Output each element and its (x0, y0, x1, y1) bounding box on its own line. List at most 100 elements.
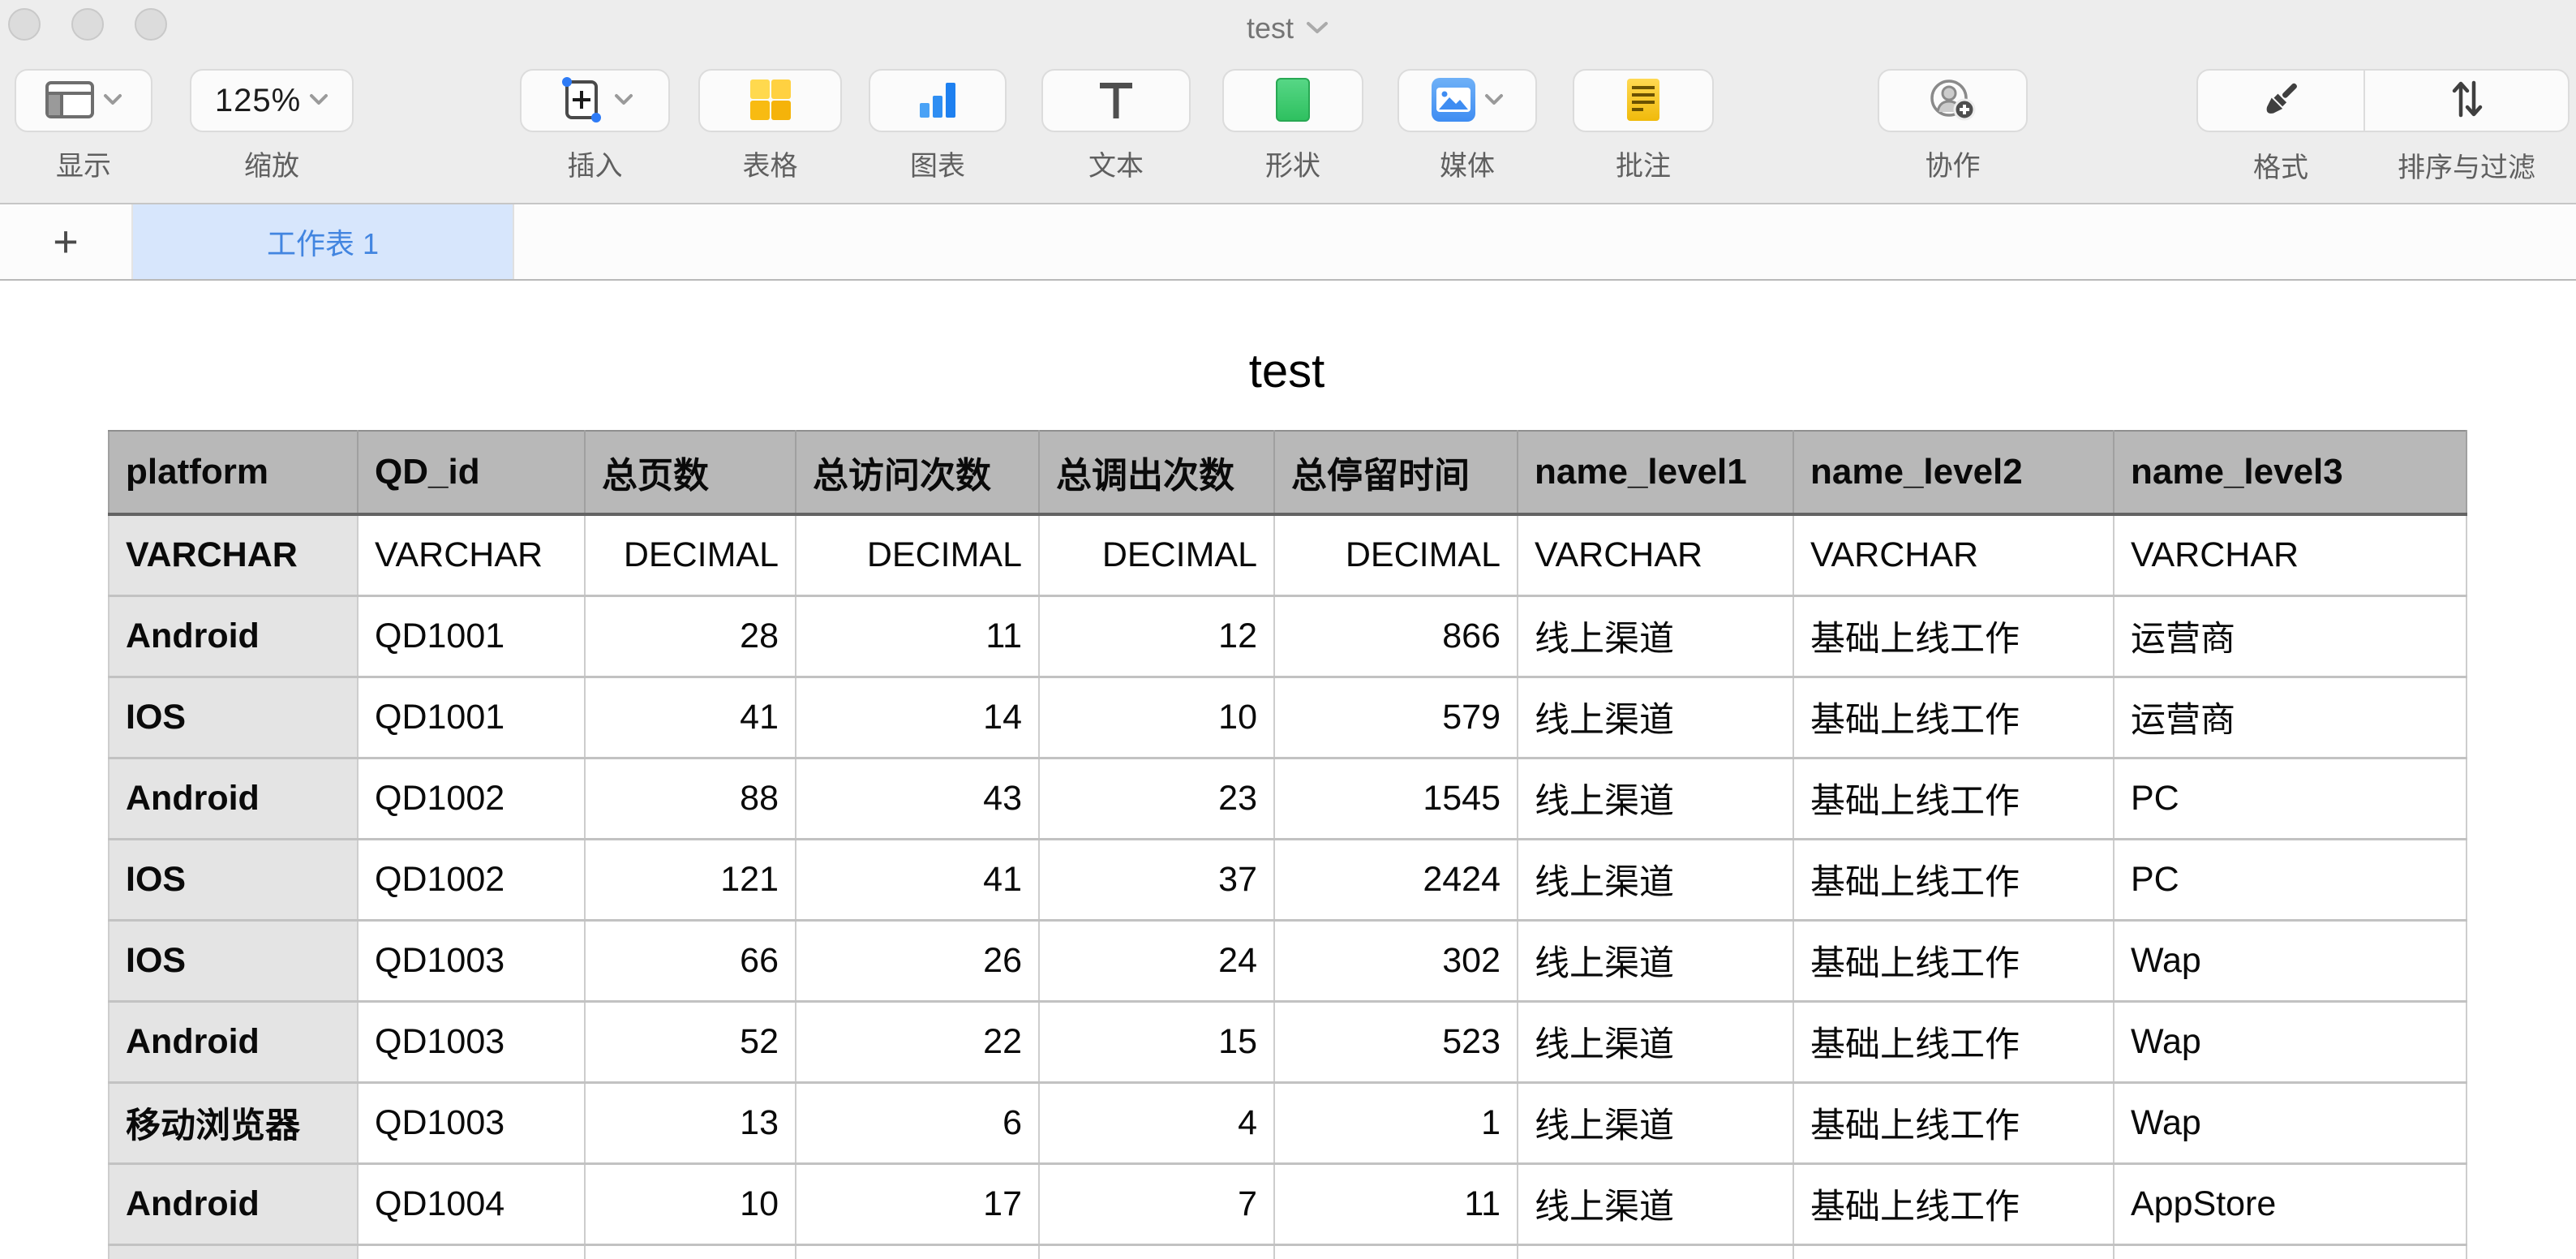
table-cell[interactable]: 523 (1273, 1000, 1518, 1084)
table-cell[interactable]: VARCHAR (357, 513, 586, 597)
table-cell[interactable] (357, 1243, 586, 1259)
table-cell[interactable]: 1545 (1273, 757, 1518, 840)
table-cell[interactable]: IOS (108, 838, 358, 922)
table-cell[interactable]: Android (108, 1162, 358, 1246)
add-sheet-button[interactable]: + (0, 204, 133, 279)
table-cell[interactable]: QD1002 (357, 757, 586, 840)
table-cell[interactable]: Wap (2113, 1081, 2467, 1165)
table-cell[interactable]: 1 (1273, 1081, 1518, 1165)
chart-button[interactable] (869, 69, 1007, 132)
table-cell[interactable]: QD1003 (357, 919, 586, 1003)
table-cell[interactable]: 基础上线工作 (1792, 1000, 2114, 1084)
column-header[interactable]: 总停留时间 (1273, 430, 1518, 516)
view-button[interactable] (15, 69, 152, 132)
text-button[interactable] (1041, 69, 1191, 132)
traffic-light-close-button[interactable] (8, 8, 41, 41)
table-cell[interactable]: QD1002 (357, 838, 586, 922)
table-cell[interactable]: 6 (795, 1081, 1040, 1165)
table-cell[interactable]: 14 (795, 676, 1040, 759)
table-cell[interactable] (1792, 1243, 2114, 1259)
table-cell[interactable]: 线上渠道 (1517, 1081, 1794, 1165)
sheet-tab-worksheet1[interactable]: 工作表 1 (133, 204, 514, 279)
traffic-light-minimize-button[interactable] (71, 8, 104, 41)
table-cell[interactable]: QD1001 (357, 676, 586, 759)
table-cell[interactable]: PC (2113, 757, 2467, 840)
table-cell[interactable]: QD1003 (357, 1081, 586, 1165)
table-cell[interactable]: 11 (1273, 1162, 1518, 1246)
table-cell[interactable]: VARCHAR (108, 513, 358, 597)
column-header[interactable]: 总访问次数 (795, 430, 1040, 516)
table-cell[interactable]: 52 (584, 1000, 796, 1084)
table-cell[interactable]: 13 (584, 1081, 796, 1165)
table-cell[interactable]: Wap (2113, 919, 2467, 1003)
table-cell[interactable]: 41 (795, 838, 1040, 922)
table-cell[interactable]: QD1004 (357, 1162, 586, 1246)
column-header[interactable]: platform (108, 430, 358, 516)
table-cell[interactable]: 88 (584, 757, 796, 840)
table-cell[interactable]: 2424 (1273, 838, 1518, 922)
traffic-light-zoom-button[interactable] (135, 8, 167, 41)
table-cell[interactable]: 23 (1038, 757, 1275, 840)
shape-button[interactable] (1222, 69, 1363, 132)
table-cell[interactable]: 运营商 (2113, 595, 2467, 678)
table-cell[interactable] (108, 1243, 358, 1259)
table-cell[interactable]: 基础上线工作 (1792, 1081, 2114, 1165)
table-cell[interactable]: 302 (1273, 919, 1518, 1003)
sort-filter-button[interactable]: 排序与过滤 (2363, 71, 2568, 183)
table-button[interactable] (698, 69, 842, 132)
table-cell[interactable] (584, 1243, 796, 1259)
table-cell[interactable]: 10 (584, 1162, 796, 1246)
chevron-down-icon[interactable] (1305, 8, 1329, 41)
table-cell[interactable]: 10 (1038, 676, 1275, 759)
table-cell[interactable]: IOS (108, 919, 358, 1003)
table-cell[interactable]: 66 (584, 919, 796, 1003)
table-title[interactable]: test (1248, 345, 1325, 397)
table-cell[interactable]: 24 (1038, 919, 1275, 1003)
table-cell[interactable]: 线上渠道 (1517, 757, 1794, 840)
column-header[interactable]: 总调出次数 (1038, 430, 1275, 516)
table-cell[interactable]: 11 (795, 595, 1040, 678)
table-cell[interactable]: 4 (1038, 1081, 1275, 1165)
table-cell[interactable] (795, 1243, 1040, 1259)
table-cell[interactable]: 26 (795, 919, 1040, 1003)
table-cell[interactable]: 579 (1273, 676, 1518, 759)
table-cell[interactable]: 基础上线工作 (1792, 838, 2114, 922)
table-cell[interactable]: DECIMAL (584, 513, 796, 597)
table-cell[interactable]: Android (108, 1000, 358, 1084)
table-cell[interactable]: IOS (108, 676, 358, 759)
table-cell[interactable]: VARCHAR (2113, 513, 2467, 597)
table-cell[interactable]: 基础上线工作 (1792, 757, 2114, 840)
table-cell[interactable]: 17 (795, 1162, 1040, 1246)
table-cell[interactable]: PC (2113, 838, 2467, 922)
media-button[interactable] (1397, 69, 1537, 132)
column-header[interactable]: name_level3 (2113, 430, 2467, 516)
table-cell[interactable]: 15 (1038, 1000, 1275, 1084)
comment-note-icon-button[interactable] (1573, 69, 1714, 132)
table-cell[interactable]: VARCHAR (1792, 513, 2114, 597)
table-cell[interactable] (1038, 1243, 1275, 1259)
table-cell[interactable]: 运营商 (2113, 676, 2467, 759)
column-header[interactable]: name_level1 (1517, 430, 1794, 516)
table-cell[interactable]: 移动浏览器 (108, 1081, 358, 1165)
table-cell[interactable]: 线上渠道 (1517, 1000, 1794, 1084)
table-cell[interactable]: 28 (584, 595, 796, 678)
table-cell[interactable]: 线上渠道 (1517, 1162, 1794, 1246)
table-cell[interactable]: 41 (584, 676, 796, 759)
table-cell[interactable]: Android (108, 595, 358, 678)
table-cell[interactable]: Android (108, 757, 358, 840)
table-cell[interactable]: QD1001 (357, 595, 586, 678)
table-cell[interactable]: 37 (1038, 838, 1275, 922)
table-cell[interactable]: DECIMAL (1038, 513, 1275, 597)
table-cell[interactable] (1517, 1243, 1794, 1259)
table-cell[interactable]: 基础上线工作 (1792, 919, 2114, 1003)
column-header[interactable]: QD_id (357, 430, 586, 516)
table-cell[interactable]: Wap (2113, 1000, 2467, 1084)
zoom-button[interactable]: 125% (190, 69, 354, 132)
collaborate-button[interactable] (1878, 69, 2028, 132)
table-cell[interactable] (2113, 1243, 2467, 1259)
table-cell[interactable]: 22 (795, 1000, 1040, 1084)
column-header[interactable]: 总页数 (584, 430, 796, 516)
table-cell[interactable]: 基础上线工作 (1792, 1162, 2114, 1246)
table-cell[interactable] (1273, 1243, 1518, 1259)
table-cell[interactable]: 12 (1038, 595, 1275, 678)
